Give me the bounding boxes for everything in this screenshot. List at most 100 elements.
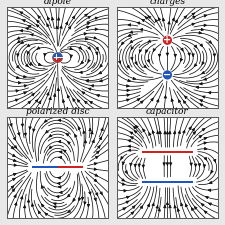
FancyArrowPatch shape (124, 190, 126, 192)
FancyArrowPatch shape (65, 22, 68, 25)
FancyArrowPatch shape (173, 131, 176, 134)
Title: polarized disc: polarized disc (26, 107, 89, 116)
FancyArrowPatch shape (38, 63, 41, 65)
FancyArrowPatch shape (211, 170, 213, 173)
FancyArrowPatch shape (84, 33, 87, 35)
FancyArrowPatch shape (25, 64, 28, 67)
Polygon shape (53, 58, 62, 62)
FancyArrowPatch shape (78, 198, 81, 200)
FancyArrowPatch shape (142, 165, 144, 168)
FancyArrowPatch shape (89, 192, 91, 195)
FancyArrowPatch shape (58, 119, 61, 122)
FancyArrowPatch shape (57, 182, 60, 185)
FancyArrowPatch shape (123, 208, 126, 210)
FancyArrowPatch shape (58, 177, 61, 179)
FancyArrowPatch shape (17, 54, 19, 56)
FancyArrowPatch shape (137, 22, 140, 24)
FancyArrowPatch shape (33, 129, 35, 132)
FancyArrowPatch shape (85, 38, 88, 40)
FancyArrowPatch shape (15, 99, 18, 101)
FancyArrowPatch shape (178, 100, 181, 103)
FancyArrowPatch shape (13, 159, 16, 162)
FancyArrowPatch shape (162, 18, 165, 21)
FancyArrowPatch shape (88, 88, 91, 90)
FancyArrowPatch shape (21, 124, 24, 127)
FancyArrowPatch shape (94, 168, 97, 170)
FancyArrowPatch shape (87, 204, 90, 207)
FancyArrowPatch shape (77, 99, 80, 102)
FancyArrowPatch shape (15, 202, 17, 205)
Title: charges: charges (149, 0, 185, 6)
FancyArrowPatch shape (75, 135, 77, 137)
FancyArrowPatch shape (189, 127, 191, 130)
FancyArrowPatch shape (158, 54, 161, 57)
FancyArrowPatch shape (27, 52, 29, 54)
FancyArrowPatch shape (80, 71, 82, 74)
FancyArrowPatch shape (32, 93, 34, 96)
FancyArrowPatch shape (213, 54, 216, 56)
FancyArrowPatch shape (168, 21, 170, 24)
FancyArrowPatch shape (130, 163, 132, 166)
FancyArrowPatch shape (20, 196, 23, 199)
FancyArrowPatch shape (16, 65, 19, 68)
FancyArrowPatch shape (23, 205, 26, 208)
Text: +: + (163, 35, 171, 45)
FancyArrowPatch shape (92, 140, 94, 143)
FancyArrowPatch shape (134, 130, 137, 133)
FancyArrowPatch shape (169, 163, 172, 165)
FancyArrowPatch shape (155, 19, 158, 22)
FancyArrowPatch shape (88, 59, 90, 62)
FancyArrowPatch shape (127, 89, 130, 92)
FancyArrowPatch shape (29, 127, 31, 129)
FancyArrowPatch shape (148, 40, 151, 42)
FancyArrowPatch shape (188, 53, 191, 56)
FancyArrowPatch shape (121, 156, 123, 159)
FancyArrowPatch shape (24, 133, 27, 136)
FancyArrowPatch shape (174, 54, 177, 57)
FancyArrowPatch shape (91, 85, 94, 87)
FancyArrowPatch shape (164, 205, 166, 208)
FancyArrowPatch shape (209, 203, 212, 205)
FancyArrowPatch shape (130, 57, 133, 60)
FancyArrowPatch shape (158, 209, 160, 211)
FancyArrowPatch shape (169, 131, 171, 134)
FancyArrowPatch shape (13, 173, 16, 176)
Bar (142, 151, 193, 153)
FancyArrowPatch shape (183, 130, 185, 133)
FancyArrowPatch shape (97, 146, 100, 148)
FancyArrowPatch shape (140, 28, 143, 31)
FancyArrowPatch shape (126, 99, 129, 101)
FancyArrowPatch shape (204, 24, 207, 27)
FancyArrowPatch shape (202, 62, 204, 65)
FancyArrowPatch shape (49, 134, 52, 137)
FancyArrowPatch shape (37, 47, 40, 49)
FancyArrowPatch shape (147, 59, 149, 62)
FancyArrowPatch shape (166, 202, 169, 205)
Text: −: − (56, 53, 63, 62)
FancyArrowPatch shape (24, 92, 26, 94)
Text: +: + (52, 53, 59, 62)
FancyArrowPatch shape (130, 132, 133, 134)
FancyArrowPatch shape (95, 17, 98, 19)
FancyArrowPatch shape (194, 64, 197, 66)
FancyArrowPatch shape (200, 83, 202, 85)
FancyArrowPatch shape (59, 156, 62, 159)
FancyArrowPatch shape (202, 71, 205, 74)
FancyArrowPatch shape (204, 15, 207, 17)
FancyArrowPatch shape (84, 202, 86, 205)
FancyArrowPatch shape (42, 204, 44, 207)
FancyArrowPatch shape (62, 100, 65, 102)
FancyArrowPatch shape (20, 29, 22, 32)
FancyArrowPatch shape (151, 98, 153, 101)
FancyArrowPatch shape (78, 127, 81, 130)
FancyArrowPatch shape (18, 81, 21, 84)
FancyArrowPatch shape (131, 47, 133, 50)
FancyArrowPatch shape (166, 163, 169, 165)
FancyArrowPatch shape (192, 128, 195, 131)
FancyArrowPatch shape (84, 140, 87, 143)
FancyArrowPatch shape (49, 97, 51, 100)
FancyArrowPatch shape (126, 196, 129, 198)
FancyArrowPatch shape (135, 126, 138, 128)
FancyArrowPatch shape (184, 16, 187, 18)
FancyArrowPatch shape (200, 104, 203, 106)
